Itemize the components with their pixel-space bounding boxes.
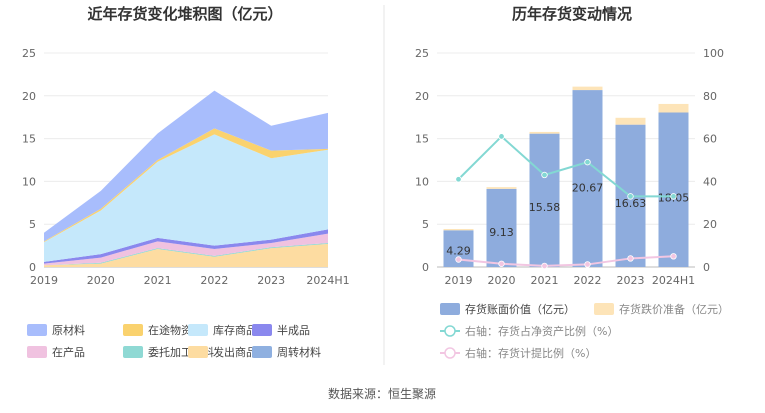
area-在产品 — [44, 233, 328, 266]
legend-swatch — [188, 324, 208, 336]
bar-存货跌价准备（亿元） — [529, 131, 560, 134]
line-point — [670, 193, 677, 200]
bar-存货跌价准备（亿元） — [443, 228, 474, 231]
line-point — [498, 260, 505, 267]
y2-tick-label: 40 — [703, 175, 717, 188]
line-point — [627, 193, 634, 200]
line-point — [541, 262, 548, 270]
line-右轴：存货占净资产比例（%） — [457, 135, 674, 198]
area-委托加工材料 — [44, 243, 328, 266]
x-tick-label: 2022 — [574, 274, 602, 287]
area-库存商品 — [44, 134, 328, 262]
legend-label: 原材料 — [52, 323, 85, 337]
legend-swatch — [594, 303, 614, 315]
legend-label: 存货账面价值（亿元） — [465, 302, 575, 316]
line-右轴：存货计提比例（%） — [458, 255, 674, 267]
bar-value-label: 9.13 — [489, 226, 514, 239]
bar-存货跌价准备（亿元） — [615, 117, 646, 125]
legend-label: 右轴：存货占净资产比例（%） — [465, 324, 618, 338]
line-point — [584, 261, 591, 268]
y2-tick-label: 0 — [703, 261, 710, 274]
data-source: 数据来源：恒生聚源 — [328, 386, 436, 401]
line-point — [455, 256, 462, 263]
legend-swatch — [188, 346, 208, 358]
bar-value-label: 15.58 — [529, 201, 561, 214]
legend-label: 半成品 — [277, 323, 310, 337]
line-point — [584, 158, 591, 166]
y-tick-label: 0 — [29, 261, 36, 274]
bar-value-label: 20.67 — [572, 181, 604, 194]
x-tick-label: 2022 — [200, 274, 228, 287]
legend-swatch — [123, 324, 143, 336]
y-tick-label: 25 — [415, 47, 429, 60]
y-tick-label: 10 — [415, 175, 429, 188]
legend-label: 发出商品 — [213, 345, 257, 359]
legend-label: 周转材料 — [277, 345, 321, 359]
line-point — [627, 255, 634, 262]
left-chart: 05101520252019 2020 2021 2022 2023 2024H1原材料在… — [22, 47, 350, 359]
x-tick-label: 2020 — [488, 274, 516, 287]
y2-tick-label: 60 — [703, 133, 717, 146]
bar-存货账面价值（亿元） — [572, 90, 603, 268]
bar-存货账面价值（亿元） — [658, 112, 689, 267]
legend-label: 库存商品 — [213, 323, 257, 337]
legend-swatch — [440, 303, 460, 315]
x-tick-label: 2023 — [617, 274, 645, 287]
line-point — [498, 133, 505, 140]
line-point — [455, 176, 462, 183]
legend-swatch — [27, 346, 47, 358]
bar-存货跌价准备（亿元） — [572, 86, 603, 91]
line-point — [541, 171, 548, 179]
legend-label: 在产品 — [52, 345, 85, 359]
right-chart-title: 历年存货变动情况 — [512, 5, 632, 23]
y-tick-label: 10 — [22, 175, 36, 188]
x-tick-label: 2020 — [87, 274, 115, 287]
y-tick-label: 5 — [29, 218, 36, 231]
bar-存货跌价准备（亿元） — [658, 103, 689, 113]
area-发出商品 — [44, 243, 328, 267]
x-tick-label: 2019 — [30, 274, 58, 287]
legend-swatch-marker — [444, 347, 456, 359]
bar-value-label: 4.29 — [446, 244, 471, 257]
y-tick-label: 25 — [22, 47, 36, 60]
bar-存货账面价值（亿元） — [486, 188, 517, 267]
legend-swatch — [27, 324, 47, 336]
x-tick-label: 2024H1 — [306, 274, 349, 287]
bar-存货跌价准备（亿元） — [486, 187, 517, 189]
legend-label: 在途物资 — [148, 323, 192, 337]
right-chart: 0 5 10 15 20 25 0 20 40 60 80 100 2019 2020 2021 2022 20… — [415, 47, 729, 360]
x-tick-label: 2021 — [144, 274, 172, 287]
left-chart-title: 近年存货变化堆积图（亿元） — [87, 5, 282, 23]
legend-swatch — [123, 346, 143, 358]
y-tick-label: 15 — [415, 133, 429, 146]
y2-tick-label: 80 — [703, 90, 717, 103]
bar-存货账面价值（亿元） — [529, 133, 560, 267]
legend-label: 右轴：存货计提比例（%） — [465, 346, 596, 360]
x-tick-label: 2024H1 — [652, 274, 695, 287]
y2-tick-label: 100 — [703, 47, 724, 60]
area-原材料 — [44, 90, 328, 242]
legend-swatch — [252, 324, 272, 336]
x-tick-label: 2019 — [445, 274, 473, 287]
y-tick-label: 5 — [422, 218, 429, 231]
y2-tick-label: 20 — [703, 218, 717, 231]
x-tick-label: 2021 — [531, 274, 559, 287]
y-tick-label: 20 — [22, 90, 36, 103]
y-tick-label: 15 — [22, 133, 36, 146]
legend-label: 存货跌价准备（亿元） — [619, 302, 729, 316]
line-point — [670, 253, 677, 260]
area-半成品 — [44, 229, 328, 264]
legend-swatch-marker — [444, 325, 456, 337]
x-tick-label: 2023 — [257, 274, 285, 287]
bar-value-label: 16.63 — [615, 197, 647, 210]
y-tick-label: 0 — [422, 261, 429, 274]
legend-swatch — [252, 346, 272, 358]
y-tick-label: 20 — [415, 90, 429, 103]
